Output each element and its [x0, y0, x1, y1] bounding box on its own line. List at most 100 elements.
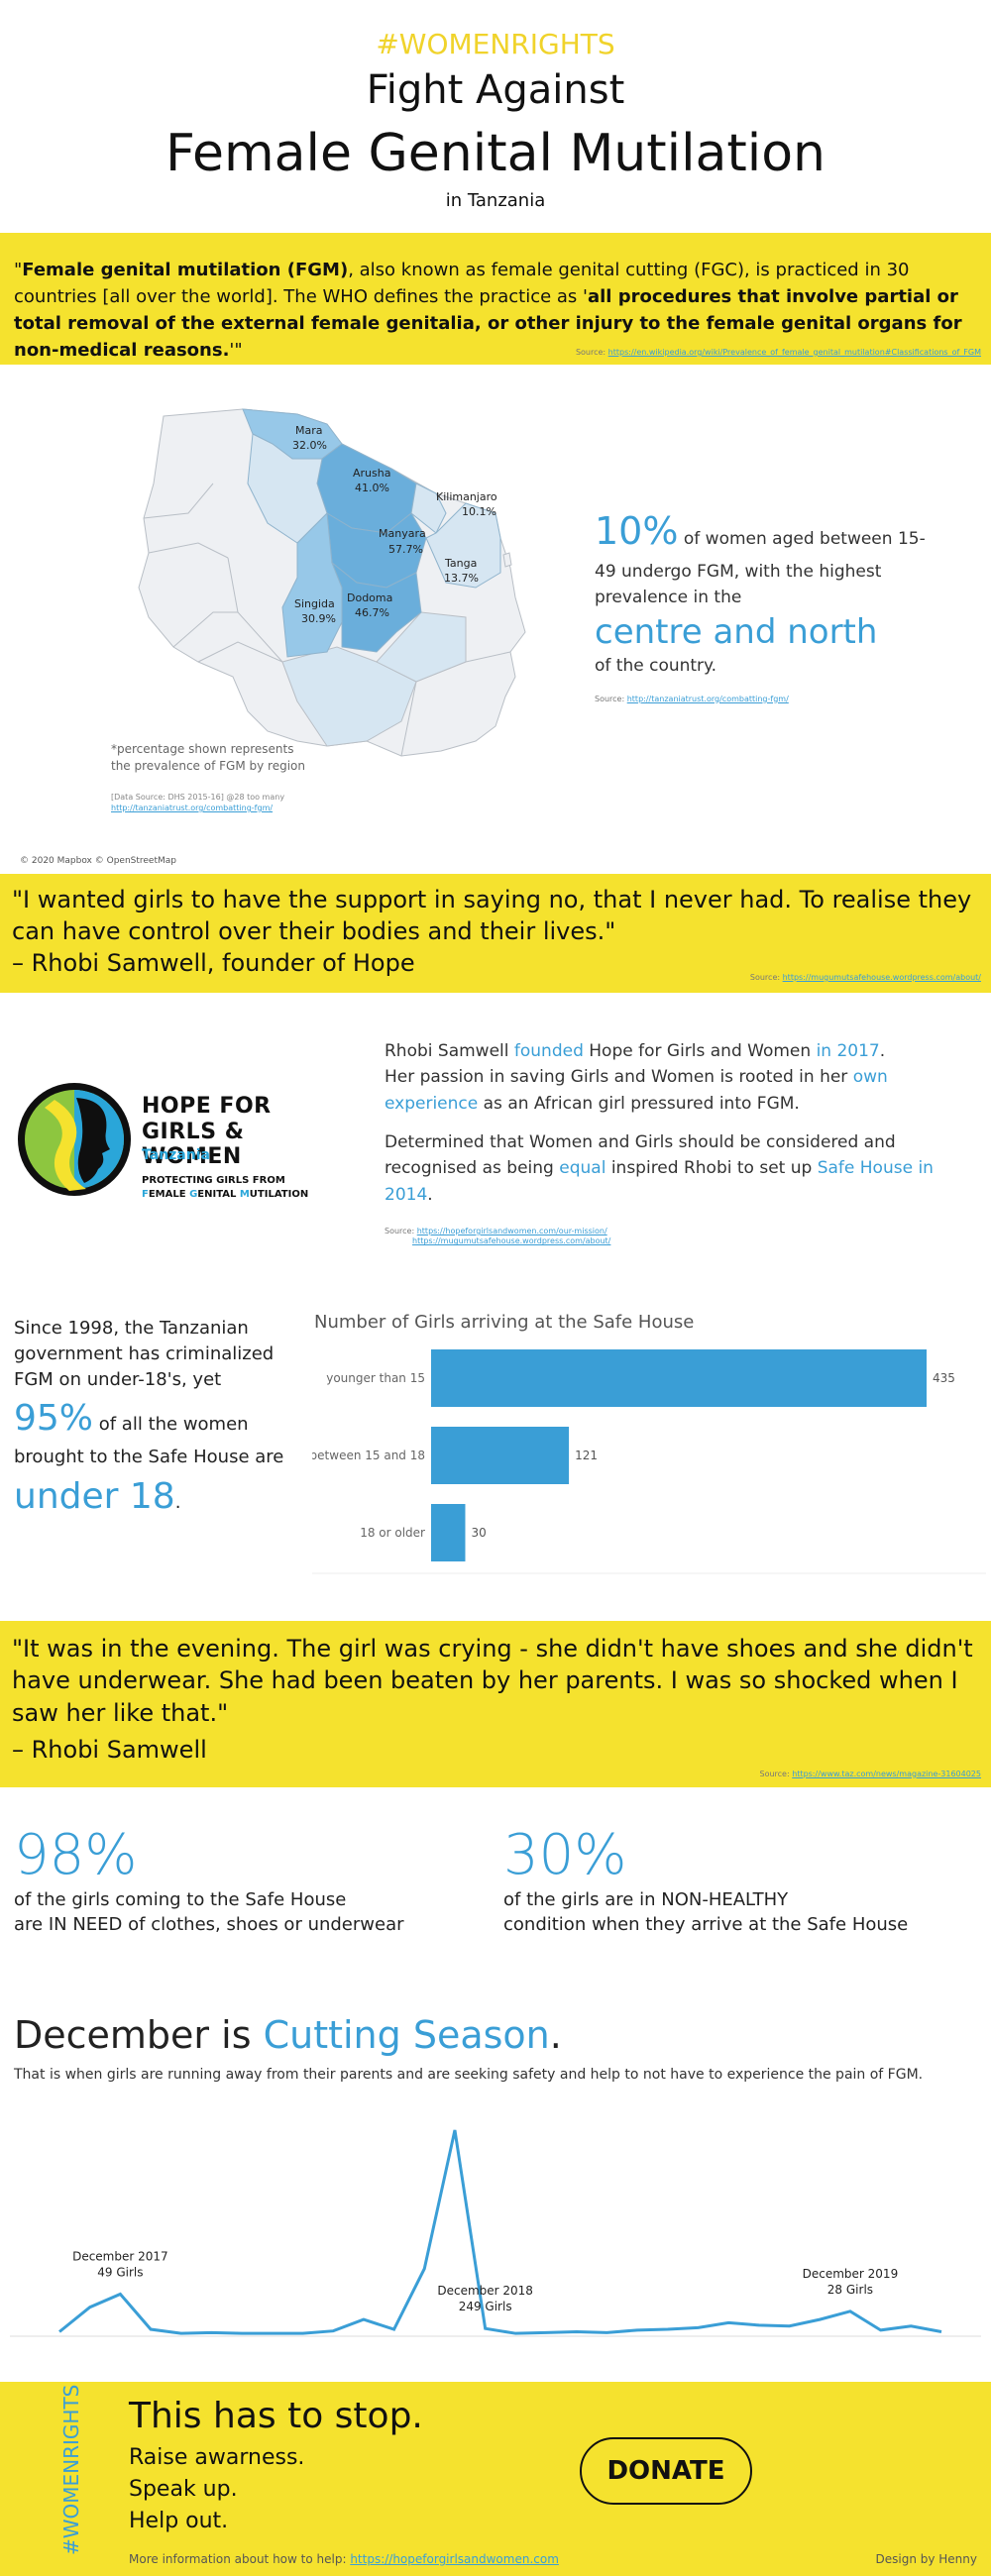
quote2-author: – Rhobi Samwell: [12, 1736, 207, 1764]
bar-chart-title: Number of Girls arriving at the Safe Hou…: [314, 1312, 694, 1333]
quote1-source: Source: https://mugumutsafehouse.wordpre…: [749, 973, 981, 982]
quote1-source-link[interactable]: https://mugumutsafehouse.wordpress.com/a…: [782, 973, 981, 982]
bar: [431, 1504, 466, 1561]
footer-line1: Raise awarness.: [129, 2445, 305, 2470]
map-section: Mara 32.0% Arusha 41.0% Kilimanjaro 10.1…: [0, 365, 991, 872]
page-title-line2: Female Genital Mutilation: [165, 124, 826, 183]
footer-line2: Speak up.: [129, 2477, 238, 2502]
underage-section: Since 1998, the Tanzanian government has…: [0, 1298, 991, 1585]
quote2-source-link[interactable]: https://www.taz.com/news/magazine-316040…: [792, 1770, 981, 1778]
definition-term: Female genital mutilation (FGM): [22, 260, 349, 280]
map-attribution: © 2020 Mapbox © OpenStreetMap: [20, 856, 176, 866]
bar-value-label: 121: [575, 1449, 598, 1462]
footer-credit: Design by Henny: [875, 2552, 978, 2566]
page-title-line1: Fight Against: [366, 67, 625, 113]
map-zanzibar: [502, 552, 512, 568]
quote1-text: "I wanted girls to have the support in s…: [12, 886, 972, 946]
underage-text: Since 1998, the Tanzanian government has…: [14, 1318, 284, 1517]
map-pct-manyara: 57.7%: [388, 543, 423, 556]
bar: [431, 1427, 570, 1484]
prevalence-highlight: centre and north: [595, 612, 878, 652]
quote2-text: "It was in the evening. The girl was cry…: [12, 1635, 973, 1727]
map-region-morogoro: [376, 611, 467, 683]
donate-button[interactable]: DONATE: [580, 2437, 752, 2505]
quote2-source: Source: https://www.taz.com/news/magazin…: [759, 1770, 982, 1778]
map-label-tanga: Tanga: [444, 557, 477, 570]
logo-tagline1: PROTECTING GIRLS FROM: [142, 1175, 285, 1186]
underage-pct: 95%: [14, 1398, 94, 1440]
tanzania-map: Mara 32.0% Arusha 41.0% Kilimanjaro 10.1…: [138, 408, 526, 757]
hashtag: #WOMENRIGHTS: [376, 28, 615, 60]
logo-country: Tanzania: [142, 1147, 210, 1163]
map-pct-kilimanjaro: 10.1%: [462, 505, 496, 518]
stat-line1: of the girls coming to the Safe House: [14, 1889, 347, 1910]
map-label-dodoma: Dodoma: [347, 591, 392, 604]
map-note: *percentage shown represents the prevale…: [111, 742, 305, 773]
definition-source: Source: https://en.wikipedia.org/wiki/Pr…: [575, 348, 981, 357]
map-pct-singida: 30.9%: [301, 612, 336, 625]
footer-banner: #WOMENRIGHTS This has to stop. Raise awa…: [0, 2382, 991, 2576]
quote-banner-2: "It was in the evening. The girl was cry…: [0, 1621, 991, 1787]
underage-highlight: under 18: [14, 1475, 175, 1517]
prevalence-pct: 10%: [595, 509, 679, 553]
bar-category-label: younger than 15: [326, 1371, 425, 1385]
logo-line1: HOPE FOR: [142, 1094, 272, 1119]
org-logo: HOPE FOR GIRLS & WOMEN Tanzania PROTECTI…: [15, 1080, 352, 1214]
org-source: Source: https://hopeforgirlsandwomen.com…: [385, 1227, 611, 1246]
footer-more-info-link[interactable]: https://hopeforgirlsandwomen.com: [350, 2552, 559, 2566]
quote-banner-1: "I wanted girls to have the support in s…: [0, 874, 991, 993]
bar: [431, 1349, 927, 1407]
map-region-tanga: [425, 502, 501, 589]
bar-value-label: 435: [933, 1371, 955, 1385]
safe-house-bar-chart: Number of Girls arriving at the Safe Hou…: [312, 1312, 986, 1574]
prevalence-source-link[interactable]: http://tanzaniatrust.org/combatting-fgm/: [626, 694, 789, 703]
map-label-manyara: Manyara: [379, 527, 426, 540]
stats-section: 98% of the girls coming to the Safe Hous…: [0, 1823, 991, 1982]
line-annotation-value: 28 Girls: [827, 2283, 873, 2297]
map-region-north-west: [247, 433, 328, 544]
footer-more-info: More information about how to help: http…: [129, 2552, 559, 2566]
org-source-link-2[interactable]: https://mugumutsafehouse.wordpress.com/a…: [412, 1236, 611, 1246]
map-region-iringa: [281, 646, 417, 747]
map-region-kilimanjaro: [410, 483, 447, 534]
definition-bold: all procedures that involve partial or t…: [14, 286, 962, 361]
line-annotation-value: 249 Girls: [459, 2300, 512, 2313]
footer-headline: This has to stop.: [129, 2396, 423, 2436]
stat-line2: are IN NEED of clothes, shoes or underwe…: [14, 1914, 404, 1936]
prevalence-source: Source: http://tanzaniatrust.org/combatt…: [595, 694, 789, 703]
season-section: December is Cutting Season. That is when…: [0, 2005, 991, 2372]
line-annotation-label: December 2018: [437, 2284, 533, 2298]
org-section: HOPE FOR GIRLS & WOMEN Tanzania PROTECTI…: [0, 1011, 991, 1278]
season-subtitle: That is when girls are running away from…: [14, 2067, 924, 2083]
map-data-source-link[interactable]: http://tanzaniatrust.org/combatting-fgm/: [111, 804, 274, 812]
prevalence-text: 10% of women aged between 15-49 undergo …: [595, 503, 932, 705]
monthly-arrivals-line-chart: December 2017 49 Girls December 2018 249 Gi…: [10, 2129, 981, 2337]
map-label-singida: Singida: [294, 597, 335, 610]
line-annotation-label: December 2019: [803, 2267, 899, 2281]
stat-card: 98% of the girls coming to the Safe Hous…: [14, 1823, 480, 1937]
map-pct-arusha: 41.0%: [355, 482, 389, 494]
line-annotation-value: 49 Girls: [97, 2265, 143, 2279]
definition-banner: "Female genital mutilation (FGM), also k…: [0, 233, 991, 365]
map-pct-mara: 32.0%: [292, 439, 327, 452]
footer-line3: Help out.: [129, 2509, 229, 2533]
bar-category-label: 18 or older: [360, 1526, 425, 1540]
map-data-source: [Data Source: DHS 2015-16] @28 too many: [111, 793, 285, 802]
logo-tagline2: FEMALE GENITAL MUTILATION: [142, 1189, 309, 1200]
map-region-singida: [281, 511, 343, 658]
bar-value-label: 30: [471, 1526, 486, 1540]
quote1-author: – Rhobi Samwell, founder of Hope: [12, 949, 415, 977]
definition-text: "Female genital mutilation (FGM), also k…: [14, 260, 962, 361]
hope-logo-emblem: [18, 1083, 131, 1196]
line-series: [58, 2129, 942, 2335]
map-label-mara: Mara: [295, 424, 323, 437]
definition-source-link[interactable]: https://en.wikipedia.org/wiki/Prevalence…: [607, 348, 981, 357]
stat-card: 30% of the girls are in NON-HEALTHY cond…: [503, 1823, 969, 1937]
org-paragraph-1: Rhobi Samwell founded Hope for Girls and…: [385, 1041, 888, 1114]
map-label-kilimanjaro: Kilimanjaro: [436, 490, 497, 503]
map-label-arusha: Arusha: [353, 467, 390, 480]
org-source-link-1[interactable]: https://hopeforgirlsandwomen.com/our-mis…: [416, 1227, 607, 1235]
bar-category-label: between 15 and 18: [312, 1449, 425, 1462]
stat-pct: 98%: [14, 1823, 138, 1887]
map-region-dodoma: [330, 561, 422, 653]
